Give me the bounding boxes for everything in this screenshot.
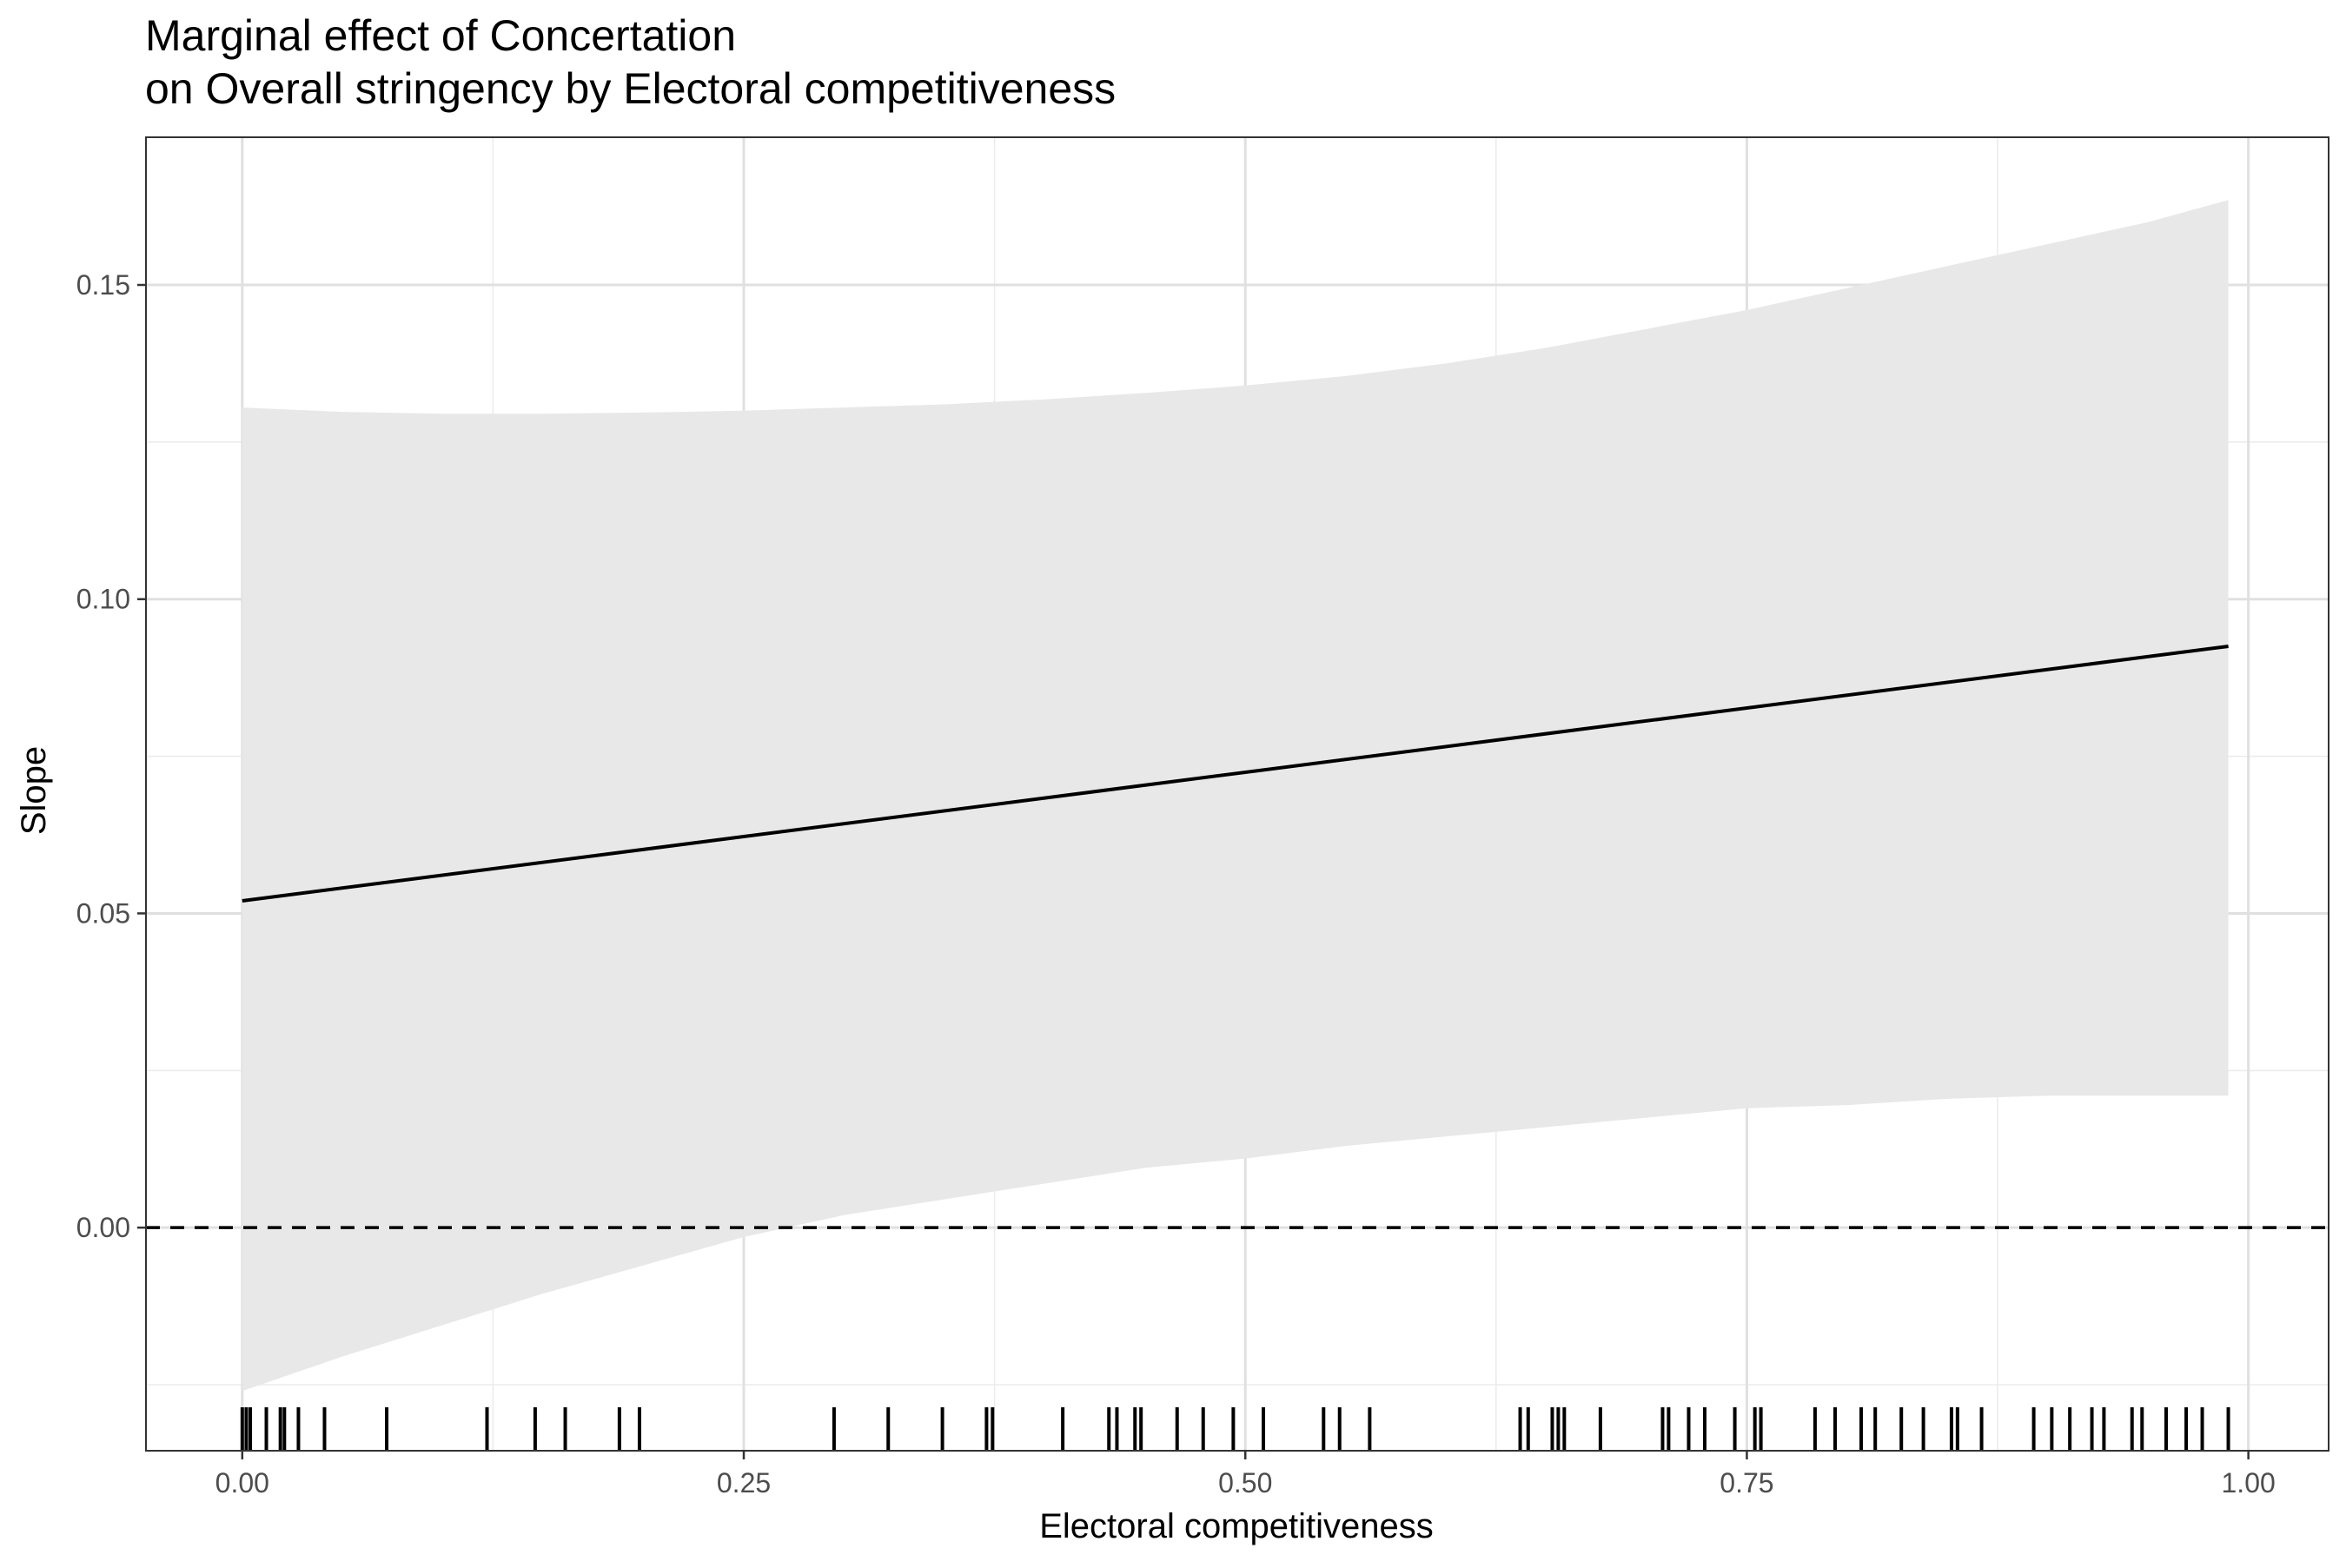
y-tick-label: 0.00	[76, 1212, 130, 1243]
panel-border	[145, 136, 2329, 1452]
x-tick-label: 0.75	[1720, 1467, 1773, 1499]
y-axis: 0.00 0.05 0.10 0.15	[76, 269, 146, 1243]
marginal-effect-line	[242, 645, 2229, 903]
x-tick-label: 0.00	[215, 1467, 269, 1499]
x-axis-label: Electoral competitiveness	[1039, 1507, 1434, 1545]
y-tick-label: 0.15	[76, 269, 130, 301]
x-tick-label: 0.50	[1218, 1467, 1272, 1499]
chart-title: Marginal effect of Concertation	[145, 11, 736, 60]
x-tick-label: 0.25	[717, 1467, 771, 1499]
confidence-ribbon	[242, 200, 2229, 1392]
chart-subtitle: on Overall stringency by Electoral compe…	[145, 64, 1116, 113]
rug-marks	[240, 1407, 2230, 1451]
x-tick-label: 1.00	[2222, 1467, 2276, 1499]
y-axis-label: Slope	[15, 746, 53, 835]
y-tick-label: 0.05	[76, 897, 130, 929]
x-axis: 0.00 0.25 0.50 0.75 1.00	[215, 1451, 2276, 1499]
y-tick-label: 0.10	[76, 584, 130, 615]
